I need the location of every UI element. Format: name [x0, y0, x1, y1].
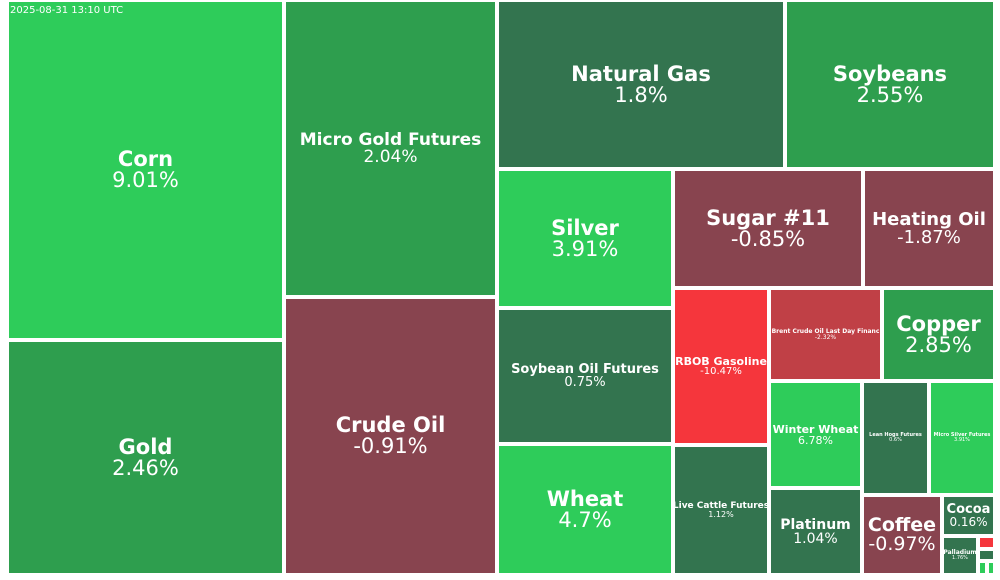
tile-change: 1.76%: [952, 555, 968, 561]
treemap-tile[interactable]: Heating Oil -1.87%: [863, 169, 995, 288]
tile-name: Soybeans: [832, 61, 948, 86]
tile-name: Soybean Oil Futures: [511, 362, 659, 377]
tile-change: 2.85%: [905, 332, 972, 357]
treemap-tile[interactable]: Palladium 1.76%: [942, 536, 978, 575]
treemap-tile[interactable]: [978, 536, 995, 549]
tile-change: 4.7%: [558, 507, 612, 532]
treemap-tile[interactable]: Gold 2.46%: [7, 340, 284, 575]
tile-change: 3.91%: [551, 236, 619, 261]
tile-name: Winter Wheat: [772, 422, 859, 436]
treemap-tile[interactable]: [987, 561, 995, 575]
tile-change: -0.97%: [868, 533, 936, 555]
treemap-tile[interactable]: Lean Hogs Futures 0.6%: [862, 381, 929, 495]
tile-name: Wheat: [546, 486, 624, 511]
treemap-tile[interactable]: Crude Oil -0.91%: [284, 297, 497, 575]
tile-change: -2.32%: [814, 333, 837, 341]
tile-name: Brent Crude Oil Last Day Financ: [771, 327, 880, 335]
tile-name: Palladium: [943, 549, 977, 556]
tile-change: 9.01%: [112, 168, 179, 192]
tile-name: Lean Hogs Futures: [869, 432, 922, 438]
tile-name: Micro Silver Futures: [933, 432, 991, 438]
treemap-tile[interactable]: Natural Gas 1.8%: [497, 0, 785, 169]
treemap-tile[interactable]: RBOB Gasoline -10.47%: [673, 288, 769, 445]
tile-name: Platinum: [780, 516, 851, 533]
treemap-tile[interactable]: Copper 2.85%: [882, 288, 995, 381]
tile-change: 0.16%: [949, 515, 988, 529]
tile-change: 2.04%: [363, 146, 418, 167]
tile-name: Micro Gold Futures: [299, 129, 482, 150]
tile-change: 2.55%: [856, 82, 924, 107]
tile-name: Heating Oil: [872, 208, 986, 230]
tile-change: 0.6%: [889, 437, 902, 443]
treemap-tile[interactable]: Corn 9.01%: [7, 0, 284, 340]
treemap-tile[interactable]: Wheat 4.7%: [497, 444, 673, 575]
tile-name: Coffee: [867, 514, 937, 536]
tile-name: Crude Oil: [335, 413, 446, 437]
timestamp: 2025-08-31 13:10 UTC: [10, 5, 124, 16]
treemap-tile[interactable]: Platinum 1.04%: [769, 488, 862, 575]
treemap-tile[interactable]: Coffee -0.97%: [862, 495, 942, 575]
treemap-tile[interactable]: Winter Wheat 6.78%: [769, 381, 862, 488]
treemap-tile[interactable]: [978, 561, 987, 575]
tile-change: 1.8%: [614, 82, 668, 107]
tile-change: -1.87%: [897, 226, 961, 248]
treemap-tile[interactable]: Sugar #11 -0.85%: [673, 169, 863, 288]
treemap-tile[interactable]: Live Cattle Futures 1.12%: [673, 445, 769, 575]
tile-change: 3.91%: [954, 437, 970, 443]
treemap-tile[interactable]: Micro Gold Futures 2.04%: [284, 0, 497, 297]
tile-change: -10.47%: [700, 366, 742, 377]
treemap-tile[interactable]: Micro Silver Futures 3.91%: [929, 381, 995, 495]
tile-name: Corn: [117, 147, 174, 171]
tile-name: Silver: [551, 215, 619, 240]
tile-change: 2.46%: [112, 455, 179, 480]
treemap-tile[interactable]: Silver 3.91%: [497, 169, 673, 308]
tile-name: Gold: [118, 434, 173, 459]
tile-name: Copper: [896, 311, 981, 336]
treemap-tile[interactable]: Brent Crude Oil Last Day Financ -2.32%: [769, 288, 882, 381]
tile-change: -0.91%: [353, 434, 428, 458]
tile-change: 6.78%: [798, 433, 833, 447]
tile-name: Sugar #11: [706, 205, 830, 230]
treemap-tile[interactable]: Soybeans 2.55%: [785, 0, 995, 169]
treemap-tile[interactable]: [978, 549, 995, 561]
tile-change: -0.85%: [730, 226, 806, 251]
tile-name: Live Cattle Futures: [673, 500, 769, 511]
tile-name: Cocoa: [946, 502, 991, 517]
tile-change: 1.04%: [793, 530, 838, 547]
tile-name: RBOB Gasoline: [675, 355, 767, 368]
tile-name: Natural Gas: [571, 61, 711, 86]
treemap-tile[interactable]: Soybean Oil Futures 0.75%: [497, 308, 673, 444]
tile-change: 1.12%: [708, 509, 734, 519]
tile-change: 0.75%: [564, 375, 606, 390]
treemap-tile[interactable]: Cocoa 0.16%: [942, 495, 995, 536]
